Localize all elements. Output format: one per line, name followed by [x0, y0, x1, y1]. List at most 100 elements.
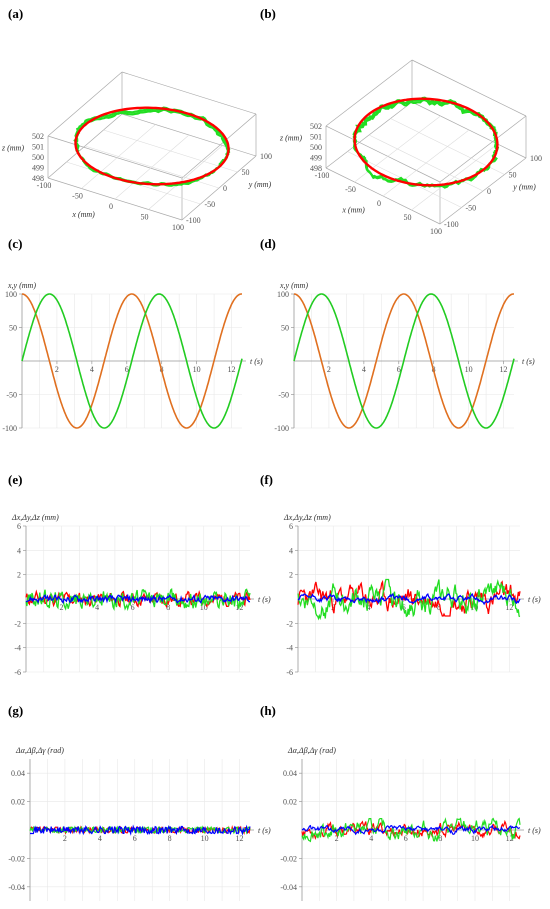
y-tick-label: -100	[274, 424, 289, 433]
z-tick-label: 501	[32, 143, 44, 152]
y-axis-title: Δx,Δy,Δz (mm)	[283, 513, 331, 522]
x-tick-label: 4	[90, 365, 94, 374]
x-axis-title: t (s)	[528, 826, 541, 835]
floor-grid	[84, 145, 220, 189]
y-tick-label: 4	[289, 546, 293, 555]
x-tick-label: 2	[60, 603, 64, 612]
panel-label-h: (h)	[260, 703, 276, 718]
y-tick-label: 4	[17, 546, 21, 555]
z-tick-label: 499	[310, 154, 322, 163]
x-tick-label: 12	[500, 365, 508, 374]
y-tick-label: 0.02	[283, 798, 297, 807]
x-tick-label: 10	[200, 603, 208, 612]
chart-g-orientation-error: -0.04 -0.02 0.02 0.04 2 4 6 8 10 12 Δα,Δβ,Δγ (rad)…	[8, 746, 271, 901]
y-tick-label: 0	[487, 187, 491, 196]
x-tick-label: 4	[366, 603, 370, 612]
x-tick-label: 2	[327, 365, 331, 374]
x-axis-title: x (mm)	[71, 210, 95, 219]
series-line-1	[293, 293, 514, 429]
x-tick-label: 2	[63, 834, 67, 843]
panel-label-g: (g)	[8, 703, 24, 718]
y-tick-label: 2	[17, 571, 21, 580]
floor-grid	[411, 143, 498, 211]
y-tick-label: 100	[277, 290, 289, 299]
box-edge	[121, 71, 257, 115]
y-tick-label: -50	[205, 200, 216, 209]
box-edge	[325, 125, 441, 183]
x-tick-label: 6	[133, 834, 137, 843]
panel-label-c: (c)	[8, 236, 23, 251]
floor-grid	[148, 145, 223, 210]
y-tick-label: 2	[289, 571, 293, 580]
x-tick-label: 10	[471, 834, 479, 843]
x-tick-label: 8	[437, 603, 441, 612]
z-tick-label: 500	[310, 143, 322, 152]
x-tick-label: 12	[506, 834, 514, 843]
x-tick-label: 12	[505, 603, 513, 612]
x-tick-label: 8	[168, 834, 172, 843]
y-tick-label: 6	[289, 522, 293, 531]
x-tick-label: 4	[369, 834, 373, 843]
y-tick-label: -2	[14, 619, 21, 628]
x-tick-label: 10	[193, 365, 201, 374]
box-edge	[47, 71, 123, 137]
chart-a-3d-trajectory: -100-50050100-100-5005010049849950050150…	[1, 71, 272, 232]
box-edge	[439, 115, 527, 183]
y-tick-label: 50	[281, 324, 289, 333]
x-tick-label: 10	[465, 365, 473, 374]
z-tick-label: 501	[310, 133, 322, 142]
panel-label-a: (a)	[8, 6, 24, 21]
y-tick-label: 0.04	[283, 769, 297, 778]
series-line-2	[297, 578, 521, 621]
y-tick-label: 100	[530, 154, 542, 163]
z-tick-label: 502	[310, 122, 322, 131]
panel-label-b: (b)	[260, 6, 276, 21]
series-line-2	[21, 293, 243, 429]
x-axis-title: t (s)	[258, 595, 271, 604]
floor-grid	[368, 134, 484, 192]
x-tick-label: -100	[37, 181, 52, 190]
y-tick-label: -0.04	[8, 883, 25, 892]
x-tick-label: 0	[377, 199, 381, 208]
box-edge	[181, 113, 257, 179]
panel-label-d: (d)	[260, 236, 276, 251]
y-tick-label: -100	[2, 424, 17, 433]
y-axis-title: y (mm)	[248, 180, 272, 189]
y-tick-label: 0	[223, 184, 227, 193]
x-tick-label: 6	[397, 365, 401, 374]
y-axis-title: y (mm)	[512, 183, 536, 192]
series-line-3	[301, 824, 521, 836]
x-tick-label: 12	[228, 365, 236, 374]
x-tick-label: 6	[131, 603, 135, 612]
x-axis-title: t (s)	[258, 826, 271, 835]
y-tick-label: -0.02	[8, 854, 25, 863]
series-line-reference	[353, 97, 499, 187]
panel-label-e: (e)	[8, 472, 23, 487]
x-tick-label: -50	[72, 192, 83, 201]
series-line-3	[297, 592, 521, 606]
series-line-2	[293, 293, 515, 429]
y-axis-title: Δα,Δβ,Δγ (rad)	[15, 746, 64, 755]
x-tick-label: 4	[362, 365, 366, 374]
y-axis-title: Δx,Δy,Δz (mm)	[11, 513, 59, 522]
x-tick-label: 2	[55, 365, 59, 374]
x-axis-title: t (s)	[522, 357, 535, 366]
y-tick-label: -100	[444, 220, 459, 229]
x-tick-label: 6	[404, 834, 408, 843]
z-tick-label: 500	[32, 153, 44, 162]
y-axis-title: Δα,Δβ,Δγ (rad)	[287, 746, 336, 755]
y-tick-label: 6	[17, 522, 21, 531]
series-line-3	[30, 824, 251, 836]
x-tick-label: 2	[335, 834, 339, 843]
x-axis-title: t (s)	[528, 595, 541, 604]
x-tick-label: -100	[315, 171, 330, 180]
x-tick-label: 8	[166, 603, 170, 612]
y-axis-title: x,y (mm)	[7, 281, 36, 290]
y-tick-label: -50	[466, 204, 477, 213]
y-tick-label: -4	[14, 644, 21, 653]
y-tick-label: 0.02	[11, 798, 25, 807]
x-tick-label: 4	[98, 834, 102, 843]
series-line-3	[25, 593, 251, 605]
y-tick-label: 0.04	[11, 769, 25, 778]
